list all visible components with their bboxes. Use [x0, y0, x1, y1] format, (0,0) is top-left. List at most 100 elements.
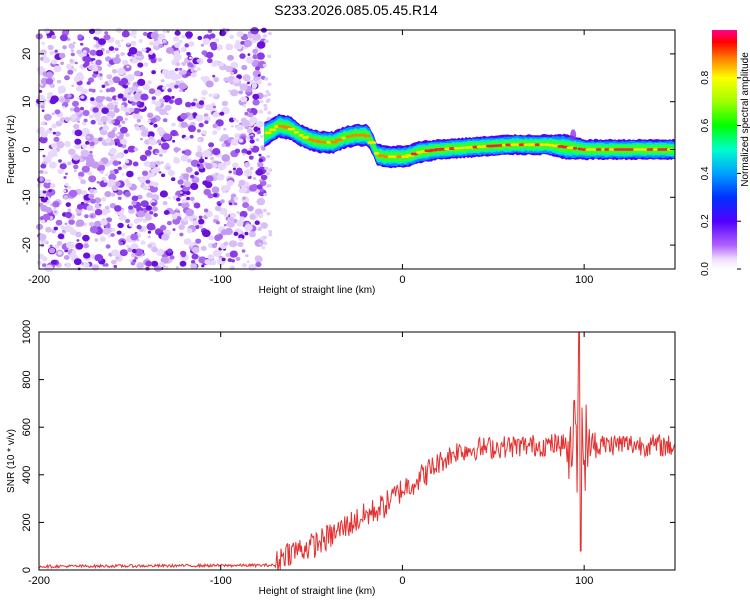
y-tick-label: -20	[21, 237, 33, 253]
noise-blob	[98, 160, 104, 166]
noise-blob	[74, 138, 82, 145]
noise-blob	[80, 95, 85, 99]
noise-blob	[51, 259, 57, 265]
noise-blob	[147, 119, 151, 124]
noise-blob	[135, 126, 141, 131]
noise-blob	[232, 167, 236, 171]
noise-blob	[150, 117, 157, 124]
noise-blob	[45, 71, 54, 79]
noise-blob	[112, 76, 121, 84]
ridge-core-segment	[410, 152, 418, 156]
noise-blob	[63, 255, 70, 260]
noise-blob	[216, 126, 222, 131]
ridge-core-segment	[453, 147, 461, 150]
noise-blob	[174, 98, 183, 106]
ridge-core-segment	[529, 143, 536, 146]
noise-blob	[214, 205, 222, 212]
noise-blob	[195, 151, 203, 158]
noise-blob	[59, 163, 67, 170]
noise-blob	[136, 262, 145, 269]
noise-blob	[266, 154, 271, 159]
ridge-core-segment	[501, 143, 507, 147]
noise-blob	[121, 59, 129, 66]
noise-blob	[268, 168, 273, 172]
noise-blob	[71, 84, 75, 88]
spectrogram-y-axis-label: Frequency (Hz)	[6, 115, 17, 184]
noise-blob	[111, 259, 117, 265]
noise-blob	[105, 96, 111, 102]
noise-blob	[51, 229, 57, 234]
noise-blob	[203, 188, 211, 196]
noise-blob	[216, 173, 225, 181]
noise-blob	[107, 179, 116, 187]
noise-blob	[196, 59, 201, 63]
noise-blob	[151, 96, 156, 100]
noise-blob	[241, 64, 248, 71]
noise-blob	[76, 239, 80, 242]
noise-blob	[146, 192, 153, 198]
noise-blob	[179, 175, 184, 180]
noise-blob	[124, 191, 131, 197]
noise-blob	[186, 228, 193, 234]
noise-blob	[221, 257, 226, 262]
noise-blob	[54, 49, 58, 53]
noise-blob	[183, 194, 187, 197]
noise-blob	[167, 169, 175, 177]
noise-blob	[73, 123, 80, 130]
noise-blob	[248, 173, 252, 176]
noise-blob	[140, 93, 149, 101]
noise-blob	[98, 76, 103, 81]
snr-series-line	[38, 331, 675, 571]
noise-blob	[40, 163, 47, 169]
ridge-core-segment	[316, 140, 324, 144]
noise-blob	[239, 210, 248, 218]
noise-blob	[161, 142, 170, 150]
noise-blob	[180, 154, 189, 162]
noise-blob	[50, 95, 59, 103]
noise-blob	[207, 58, 213, 64]
noise-blob	[233, 117, 237, 121]
noise-blob	[117, 166, 122, 171]
noise-blob	[73, 258, 82, 266]
noise-blob	[85, 141, 90, 145]
noise-blob	[112, 160, 120, 166]
noise-blob	[242, 104, 247, 108]
noise-blob	[78, 171, 85, 178]
noise-blob	[64, 75, 70, 81]
noise-blob	[70, 113, 78, 120]
noise-blob	[109, 170, 115, 175]
noise-blob	[212, 148, 221, 156]
noise-blob	[92, 73, 98, 78]
noise-blob	[77, 120, 80, 123]
noise-blob	[244, 231, 249, 236]
noise-blob	[234, 148, 241, 154]
noise-blob	[85, 159, 94, 168]
noise-blob	[111, 69, 118, 74]
noise-blob	[193, 202, 201, 209]
noise-blob	[57, 251, 63, 255]
noise-blob	[54, 109, 61, 115]
noise-blob	[173, 147, 180, 153]
noise-blob	[149, 185, 158, 193]
noise-blob	[242, 202, 250, 209]
noise-blob	[133, 70, 141, 77]
noise-blob	[173, 156, 178, 160]
noise-blob	[241, 148, 248, 155]
noise-blob	[255, 66, 260, 71]
noise-blob	[131, 248, 137, 254]
noise-blob	[75, 219, 85, 227]
noise-blob	[170, 73, 179, 81]
noise-blob	[133, 147, 139, 152]
noise-blob	[268, 233, 273, 237]
noise-blob	[90, 119, 96, 125]
noise-blob	[155, 160, 161, 166]
noise-blob	[171, 95, 175, 99]
noise-blob	[41, 256, 48, 262]
noise-blob	[252, 54, 259, 60]
ridge-core-segment	[577, 147, 582, 151]
noise-blob	[220, 199, 225, 204]
noise-blob	[107, 235, 111, 238]
noise-blob	[142, 170, 148, 176]
noise-blob	[186, 52, 191, 56]
noise-blob	[77, 34, 83, 40]
